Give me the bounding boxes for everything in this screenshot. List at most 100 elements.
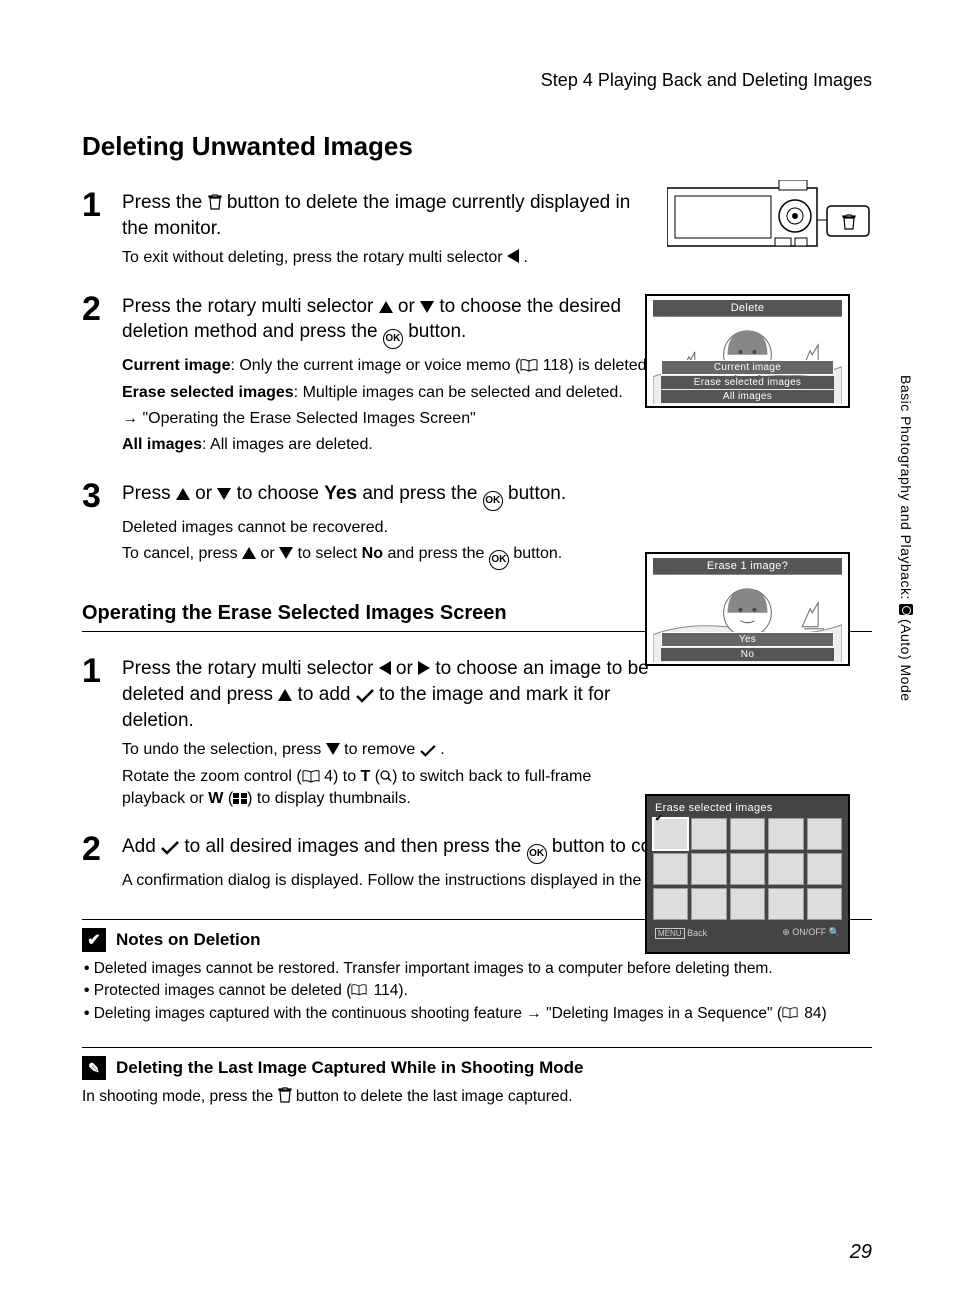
ok-button-icon: OK (527, 844, 547, 864)
step-subtext: To cancel, press or to select No and pre… (122, 543, 652, 570)
text: W (208, 790, 223, 807)
text: to all desired images and then press the (184, 836, 526, 857)
onoff-label: ⊕ ON/OFF 🔍 (782, 927, 840, 938)
text: To cancel, press (122, 545, 242, 562)
text: Press the rotary multi selector (122, 296, 379, 317)
step-subtext: Erase selected images: Multiple images c… (122, 382, 652, 404)
step-heading: Press or to choose Yes and press the OK … (122, 481, 652, 511)
up-arrow-icon (176, 488, 190, 500)
screen-title: Erase selected images (647, 796, 848, 818)
text: to remove (344, 741, 420, 758)
text: to select (298, 545, 362, 562)
text: To undo the selection, press (122, 741, 326, 758)
text: ) to display thumbnails. (247, 790, 411, 807)
text: button. (408, 321, 466, 342)
header-step-label: Step 4 Playing Back and Deleting Images (82, 70, 872, 91)
thumbnail (807, 888, 842, 920)
note-title: Notes on Deletion (116, 930, 261, 950)
thumbnail (730, 888, 765, 920)
text: In shooting mode, press the (82, 1088, 278, 1105)
step-heading: Press the button to delete the image cur… (122, 190, 652, 241)
note-title: Deleting the Last Image Captured While i… (116, 1058, 584, 1078)
screen-erase-confirm: Erase 1 image? Yes No (645, 552, 850, 666)
trash-icon (278, 1087, 292, 1103)
down-arrow-icon (420, 301, 434, 313)
label: Erase selected images (122, 384, 294, 401)
page-title: Deleting Unwanted Images (82, 131, 872, 162)
confirm-no: No (661, 648, 834, 661)
text: or (195, 483, 217, 504)
screen-title: Erase 1 image? (653, 558, 842, 574)
text: or (396, 658, 418, 679)
check-icon: ✔ (655, 813, 663, 824)
step-subtext: To exit without deleting, press the rota… (122, 247, 652, 269)
thumbnail (768, 818, 803, 850)
thumbnail (730, 818, 765, 850)
screen-delete-menu: Delete Current image Erase selected imag… (645, 294, 850, 408)
thumbnail (691, 888, 726, 920)
text-no: No (362, 545, 383, 562)
text: button to delete the last image captured… (296, 1088, 573, 1105)
thumbnail (691, 818, 726, 850)
ok-button-icon: OK (383, 329, 403, 349)
step-subtext: Deleted images cannot be recovered. (122, 517, 652, 539)
right-arrow-icon: → (526, 1005, 542, 1022)
page-number: 29 (850, 1241, 872, 1264)
right-arrow-icon (418, 661, 430, 675)
screen-thumbnails: Erase selected images ✔ MENU Back ⊕ ON/O… (645, 794, 850, 954)
text: to add (298, 684, 356, 705)
text: 84) (800, 1005, 827, 1022)
text: . (440, 741, 444, 758)
screen-title: Delete (653, 300, 842, 316)
text: Press (122, 483, 176, 504)
step-number: 1 (82, 188, 122, 274)
checkmark-icon (356, 689, 374, 703)
step-number: 2 (82, 832, 122, 896)
step-subtext: Current image: Only the current image or… (122, 355, 652, 377)
text: : All images are deleted. (202, 436, 373, 453)
thumbnail: ✔ (653, 818, 688, 850)
left-arrow-icon (379, 661, 391, 675)
magnify-icon (380, 770, 392, 782)
note-item: Protected images cannot be deleted ( 114… (84, 980, 872, 1002)
checkmark-icon (420, 745, 436, 757)
camera-icon (899, 604, 913, 615)
thumbnail (807, 818, 842, 850)
step-number: 3 (82, 479, 122, 574)
note-badge-check: ✔ (82, 928, 106, 952)
confirm-yes: Yes (661, 632, 834, 647)
book-icon (782, 1007, 800, 1020)
text: ( (370, 768, 380, 785)
text: 114). (369, 982, 408, 999)
ok-button-icon: OK (483, 491, 503, 511)
text: to choose (237, 483, 325, 504)
text: Add (122, 836, 161, 857)
up-arrow-icon (242, 547, 256, 559)
thumbnail (768, 853, 803, 885)
thumbnail (730, 853, 765, 885)
text: Press the rotary multi selector (122, 658, 379, 679)
book-icon (351, 984, 369, 997)
text: Protected images cannot be deleted ( (94, 982, 352, 999)
menu-option-all: All images (661, 390, 834, 403)
text: (Auto) Mode (898, 619, 914, 702)
text-yes: Yes (324, 483, 357, 504)
note-item: Deleting images captured with the contin… (84, 1003, 872, 1025)
left-arrow-icon (507, 249, 519, 263)
ok-button-icon: OK (489, 550, 509, 570)
text: ( (223, 790, 233, 807)
step-subtext: Rotate the zoom control ( 4) to T () to … (122, 766, 652, 811)
label: All images (122, 436, 202, 453)
camera-diagram (667, 180, 872, 252)
thumbnail (653, 853, 688, 885)
thumbnail (807, 853, 842, 885)
up-arrow-icon (278, 689, 292, 701)
thumbnail (768, 888, 803, 920)
text: "Deleting Images in a Sequence" ( (542, 1005, 782, 1022)
checkmark-icon (161, 841, 179, 855)
menu-option-current: Current image (661, 360, 834, 375)
up-arrow-icon (379, 301, 393, 313)
section2-step-1: 1 Press the rotary multi selector or to … (82, 656, 872, 814)
step-heading: Press the rotary multi selector or to ch… (122, 294, 652, 350)
thumbnail (691, 853, 726, 885)
